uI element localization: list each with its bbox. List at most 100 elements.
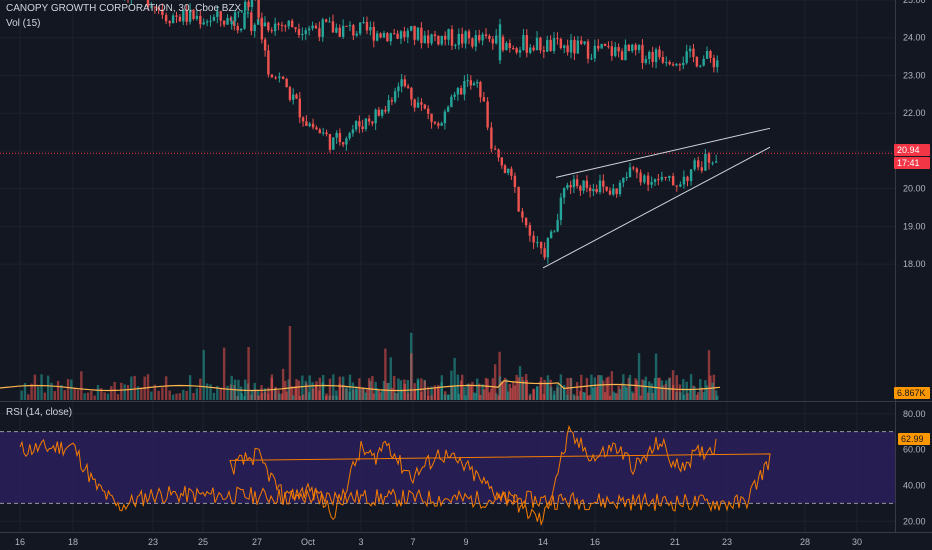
volume-bar bbox=[515, 374, 518, 400]
volume-bar bbox=[199, 378, 202, 400]
candle-body bbox=[532, 235, 535, 243]
volume-bar bbox=[608, 395, 612, 400]
volume-bar bbox=[463, 386, 466, 400]
volume-bar bbox=[182, 389, 185, 400]
candle-body bbox=[341, 25, 345, 37]
candle-body bbox=[651, 52, 654, 63]
volume-bar bbox=[693, 386, 696, 400]
rsi-indicator-label[interactable]: RSI (14, close) bbox=[6, 407, 73, 418]
candle-body bbox=[233, 12, 237, 22]
volume-bar bbox=[140, 387, 143, 400]
candle-body bbox=[372, 27, 375, 41]
volume-bar bbox=[657, 377, 660, 400]
candle-body bbox=[546, 39, 549, 52]
volume-bar bbox=[446, 394, 450, 400]
volume-bar bbox=[715, 390, 718, 400]
candle-body bbox=[592, 189, 595, 192]
candle-body bbox=[281, 76, 285, 79]
volume-bar bbox=[689, 374, 693, 400]
volume-bar bbox=[508, 384, 512, 400]
candle-body bbox=[294, 27, 297, 30]
candle-body bbox=[588, 187, 592, 192]
volume-bar bbox=[579, 390, 582, 400]
candle-body bbox=[707, 153, 711, 163]
volume-bar bbox=[528, 395, 532, 400]
candle-body bbox=[614, 47, 617, 56]
candle-body bbox=[209, 20, 212, 22]
volume-bar bbox=[549, 387, 553, 400]
volume-bar bbox=[260, 393, 264, 400]
volume-bar bbox=[332, 374, 335, 400]
candle-body bbox=[420, 102, 423, 105]
candle-body bbox=[188, 9, 192, 22]
volume-bar bbox=[543, 379, 546, 400]
candle-body bbox=[695, 56, 699, 67]
volume-bar bbox=[410, 353, 413, 400]
volume-bar bbox=[100, 388, 103, 400]
volume-bar bbox=[30, 383, 33, 400]
candle-body bbox=[456, 88, 460, 95]
volume-bar bbox=[607, 376, 610, 400]
volume-bar bbox=[290, 386, 294, 400]
candle-body bbox=[305, 121, 308, 126]
volume-bar bbox=[704, 380, 707, 400]
candle-body bbox=[661, 57, 665, 63]
time-tick-label: Oct bbox=[301, 537, 316, 547]
candle-body bbox=[277, 23, 280, 25]
time-tick-label: 7 bbox=[410, 537, 415, 547]
volume-bar bbox=[682, 394, 686, 400]
candle-body bbox=[693, 160, 696, 170]
candle-body bbox=[369, 27, 372, 31]
volume-bar bbox=[700, 387, 703, 400]
volume-bar bbox=[260, 385, 263, 400]
volume-bar bbox=[490, 388, 493, 400]
candle-body bbox=[685, 51, 688, 63]
volume-bar bbox=[634, 378, 637, 400]
volume-bar bbox=[620, 383, 624, 400]
volume-bar bbox=[517, 377, 520, 400]
volume-bar bbox=[488, 392, 491, 400]
volume-bar bbox=[130, 376, 133, 400]
upper-wedge-line bbox=[555, 127, 771, 178]
candle-body bbox=[556, 220, 559, 232]
volume-bar bbox=[472, 392, 476, 400]
volume-bar bbox=[400, 389, 403, 400]
volume-bar bbox=[93, 395, 96, 400]
candle-body bbox=[229, 17, 233, 21]
volume-bar bbox=[50, 382, 53, 400]
time-tick-label: 25 bbox=[198, 537, 208, 547]
candle-body bbox=[528, 225, 532, 236]
candle-body bbox=[328, 21, 331, 23]
volume-bar bbox=[321, 374, 325, 400]
volume-bar bbox=[513, 385, 517, 400]
volume-bar bbox=[315, 381, 318, 400]
candle-body bbox=[453, 94, 456, 97]
volume-bar bbox=[653, 377, 657, 400]
candle-body bbox=[199, 15, 202, 25]
volume-bar bbox=[605, 377, 608, 400]
candle-body bbox=[454, 44, 457, 46]
volume-bar bbox=[660, 380, 664, 400]
volume-bar bbox=[40, 374, 43, 400]
volume-bar bbox=[505, 379, 508, 400]
volume-bar bbox=[622, 374, 625, 400]
volume-bar bbox=[185, 390, 188, 400]
symbol-title[interactable]: CANOPY GROWTH CORPORATION, 30, Cboe BZX bbox=[6, 3, 242, 14]
volume-bar bbox=[56, 381, 60, 400]
candle-body bbox=[168, 21, 171, 24]
candle-body bbox=[321, 19, 324, 37]
candle-body bbox=[345, 25, 348, 27]
candle-body bbox=[562, 188, 566, 198]
volume-bar bbox=[171, 394, 175, 400]
volume-bar bbox=[695, 394, 699, 400]
volume-bar bbox=[110, 386, 113, 400]
volume-bar bbox=[598, 375, 602, 400]
volume-bar bbox=[675, 375, 678, 400]
candle-body bbox=[517, 186, 520, 212]
volume-indicator-label[interactable]: Vol (15) bbox=[6, 18, 41, 29]
volume-bar bbox=[392, 375, 396, 400]
volume-bar bbox=[20, 390, 23, 400]
volume-bar bbox=[430, 395, 433, 400]
volume-bar bbox=[536, 385, 539, 400]
